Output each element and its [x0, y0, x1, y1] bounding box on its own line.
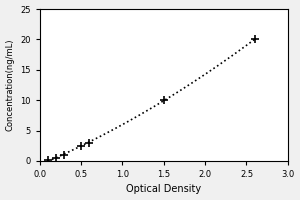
Y-axis label: Concentration(ng/mL): Concentration(ng/mL) [6, 39, 15, 131]
X-axis label: Optical Density: Optical Density [126, 184, 201, 194]
